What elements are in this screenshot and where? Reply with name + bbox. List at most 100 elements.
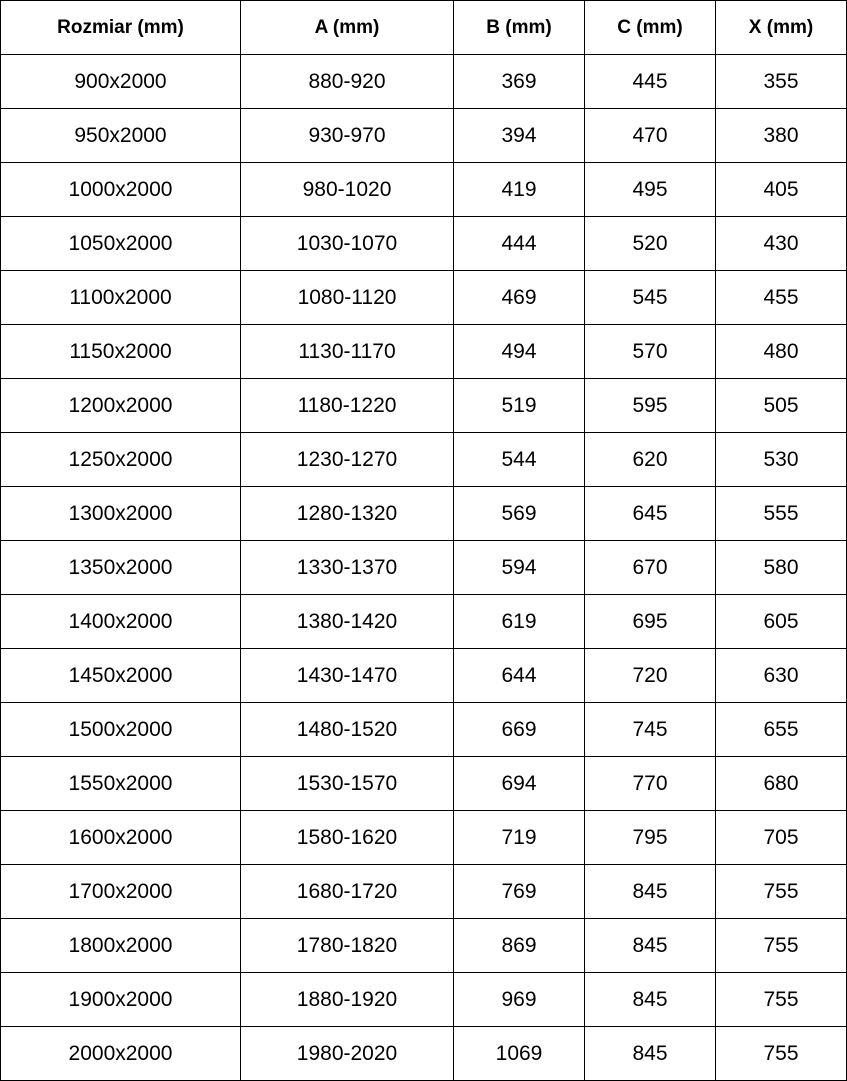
cell-b: 769 [453,864,585,919]
cell-a: 1430-1470 [240,648,454,703]
cell-b: 444 [453,216,585,271]
cell-x: 580 [715,540,847,595]
cell-b: 719 [453,810,585,865]
table-row: 1300x2000 1280-1320 569 645 555 [0,486,847,541]
cell-x: 355 [715,54,847,109]
cell-c: 645 [584,486,716,541]
cell-b: 394 [453,108,585,163]
cell-a: 1480-1520 [240,702,454,757]
cell-c: 695 [584,594,716,649]
cell-b: 1069 [453,1026,585,1081]
table-row: 1450x2000 1430-1470 644 720 630 [0,648,847,703]
table-row: 1150x2000 1130-1170 494 570 480 [0,324,847,379]
cell-a: 980-1020 [240,162,454,217]
cell-c: 620 [584,432,716,487]
cell-b: 569 [453,486,585,541]
table-row: 1550x2000 1530-1570 694 770 680 [0,756,847,811]
cell-x: 755 [715,864,847,919]
cell-size: 1800x2000 [0,918,241,973]
cell-b: 469 [453,270,585,325]
cell-b: 519 [453,378,585,433]
table-row: 1800x2000 1780-1820 869 845 755 [0,918,847,973]
cell-a: 1880-1920 [240,972,454,1027]
cell-b: 669 [453,702,585,757]
cell-c: 445 [584,54,716,109]
cell-size: 1300x2000 [0,486,241,541]
table-row: 950x2000 930-970 394 470 380 [0,108,847,163]
header-b: B (mm) [453,0,585,55]
cell-a: 1180-1220 [240,378,454,433]
cell-size: 900x2000 [0,54,241,109]
cell-c: 495 [584,162,716,217]
cell-c: 845 [584,864,716,919]
cell-a: 1580-1620 [240,810,454,865]
cell-size: 1700x2000 [0,864,241,919]
cell-c: 595 [584,378,716,433]
cell-c: 570 [584,324,716,379]
cell-c: 745 [584,702,716,757]
cell-x: 630 [715,648,847,703]
cell-x: 605 [715,594,847,649]
cell-size: 1050x2000 [0,216,241,271]
cell-a: 1530-1570 [240,756,454,811]
cell-x: 430 [715,216,847,271]
cell-x: 705 [715,810,847,865]
cell-a: 1680-1720 [240,864,454,919]
cell-x: 530 [715,432,847,487]
cell-a: 1330-1370 [240,540,454,595]
cell-c: 795 [584,810,716,865]
cell-x: 455 [715,270,847,325]
table-row: 1100x2000 1080-1120 469 545 455 [0,270,847,325]
cell-size: 1200x2000 [0,378,241,433]
cell-x: 755 [715,972,847,1027]
header-row: Rozmiar (mm) A (mm) B (mm) C (mm) X (mm) [0,0,847,55]
cell-size: 1450x2000 [0,648,241,703]
table-row: 2000x2000 1980-2020 1069 845 755 [0,1026,847,1081]
cell-size: 950x2000 [0,108,241,163]
cell-x: 505 [715,378,847,433]
cell-b: 544 [453,432,585,487]
table-body: 900x2000 880-920 369 445 355 950x2000 930-970 3… [0,54,847,1081]
table-row: 1500x2000 1480-1520 669 745 655 [0,702,847,757]
table-row: 1350x2000 1330-1370 594 670 580 [0,540,847,595]
cell-x: 480 [715,324,847,379]
cell-a: 930-970 [240,108,454,163]
cell-size: 1400x2000 [0,594,241,649]
cell-b: 494 [453,324,585,379]
cell-b: 969 [453,972,585,1027]
cell-a: 1980-2020 [240,1026,454,1081]
cell-size: 1550x2000 [0,756,241,811]
cell-b: 869 [453,918,585,973]
header-size: Rozmiar (mm) [0,0,241,55]
table-row: 1200x2000 1180-1220 519 595 505 [0,378,847,433]
cell-c: 520 [584,216,716,271]
header-x: X (mm) [715,0,847,55]
cell-size: 2000x2000 [0,1026,241,1081]
cell-x: 755 [715,1026,847,1081]
cell-a: 1380-1420 [240,594,454,649]
cell-size: 1250x2000 [0,432,241,487]
cell-b: 594 [453,540,585,595]
cell-c: 545 [584,270,716,325]
cell-size: 1600x2000 [0,810,241,865]
cell-b: 694 [453,756,585,811]
cell-x: 555 [715,486,847,541]
cell-a: 1130-1170 [240,324,454,379]
table-row: 900x2000 880-920 369 445 355 [0,54,847,109]
cell-a: 1080-1120 [240,270,454,325]
cell-a: 1230-1270 [240,432,454,487]
cell-c: 845 [584,972,716,1027]
table-row: 1250x2000 1230-1270 544 620 530 [0,432,847,487]
cell-size: 1100x2000 [0,270,241,325]
cell-c: 845 [584,918,716,973]
cell-x: 655 [715,702,847,757]
cell-c: 770 [584,756,716,811]
cell-a: 1030-1070 [240,216,454,271]
cell-size: 1900x2000 [0,972,241,1027]
cell-size: 1500x2000 [0,702,241,757]
cell-b: 419 [453,162,585,217]
cell-c: 720 [584,648,716,703]
table-row: 1700x2000 1680-1720 769 845 755 [0,864,847,919]
cell-a: 1280-1320 [240,486,454,541]
